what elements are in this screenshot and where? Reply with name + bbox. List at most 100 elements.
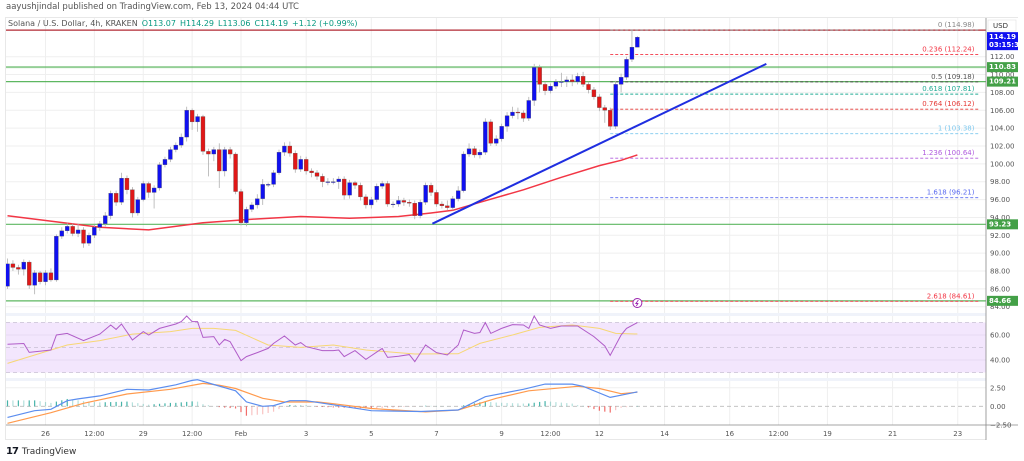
candle-body	[27, 261, 32, 286]
candle-body	[211, 149, 216, 155]
main-pane: 0 (114.98) 0.236 (112.24) 0.5 (109.18) 0.61…	[6, 21, 986, 302]
candle	[227, 146, 233, 159]
candle-body	[445, 205, 450, 208]
candle	[43, 270, 48, 286]
macd-histogram-bar	[484, 401, 486, 407]
candle	[494, 135, 499, 146]
macd-histogram-bar	[72, 399, 74, 407]
time-axis-tick: 12:00	[182, 430, 202, 438]
candle-body	[423, 185, 428, 203]
candle	[92, 224, 97, 238]
footer: 17 TradingView	[6, 446, 76, 457]
level-price-badge	[987, 76, 1018, 87]
candle-body	[320, 176, 325, 182]
macd-histogram-bar	[175, 402, 177, 407]
candle	[10, 260, 16, 272]
candle	[374, 183, 379, 203]
candle-body	[113, 193, 119, 203]
candle-body	[325, 181, 331, 183]
candle	[542, 81, 548, 96]
candle	[564, 76, 569, 88]
last-price-badge-text: 03:15:37	[989, 41, 1024, 49]
candle-body	[537, 67, 542, 85]
candle	[412, 200, 417, 220]
macd-histogram-bar	[511, 403, 514, 407]
trendline	[431, 62, 767, 225]
candle-body	[363, 196, 369, 206]
candle	[135, 196, 140, 216]
candle	[217, 143, 222, 188]
candle-body	[380, 183, 385, 187]
macd-histogram-bar	[577, 405, 579, 407]
candle-body	[255, 198, 260, 206]
macd-histogram-bar	[593, 406, 595, 410]
macd-histogram-bar	[256, 406, 258, 415]
time-axis-tick: 12:00	[540, 430, 560, 438]
candle	[314, 170, 320, 180]
candle-body	[10, 263, 16, 268]
macd-histogram-bar	[539, 401, 541, 407]
candle-body	[227, 149, 233, 155]
symbol-name[interactable]: Solana / U.S. Dollar, 4h, KRAKEN	[8, 19, 138, 28]
candle	[184, 106, 189, 142]
candle-body	[119, 177, 124, 203]
candle	[119, 172, 124, 205]
candle	[151, 185, 157, 209]
candle	[570, 74, 575, 87]
macd-histogram-bar	[218, 406, 220, 408]
candle	[407, 199, 412, 207]
candle	[173, 142, 178, 153]
candle	[450, 196, 455, 211]
candle	[282, 142, 287, 156]
candle	[65, 222, 70, 234]
candle	[249, 202, 255, 213]
macd-histogram-bar	[495, 402, 497, 407]
tradingview-brand[interactable]: TradingView	[21, 446, 77, 457]
macd-histogram-bar	[180, 402, 182, 407]
macd-histogram-bar	[158, 403, 161, 407]
candle-body	[521, 112, 526, 119]
candle	[526, 96, 531, 121]
macd-histogram-bar	[305, 405, 307, 407]
macd-histogram-bar	[582, 405, 584, 407]
candle-body	[75, 229, 81, 234]
macd-histogram-bar	[354, 406, 356, 409]
candle	[146, 181, 151, 198]
level-price-badge-text: 110.83	[989, 63, 1016, 71]
candle-body	[428, 185, 434, 193]
candle	[336, 176, 341, 189]
level-price-badge	[987, 295, 1018, 306]
candle	[548, 83, 553, 94]
candle-body	[439, 203, 445, 206]
currency-button[interactable]	[987, 19, 1017, 32]
candle	[602, 104, 607, 123]
candle-body	[515, 111, 521, 114]
level-price-badge-text: 109.21	[989, 78, 1016, 86]
candle-body	[124, 177, 130, 190]
candle	[580, 71, 586, 88]
fib-level-label: 0 (114.98)	[938, 21, 975, 29]
time-axis-tick: 29	[139, 430, 148, 438]
candle-body	[570, 79, 575, 82]
time-axis-tick: 21	[888, 430, 897, 438]
macd-axis-tick: 2.50	[990, 384, 1006, 392]
candle	[276, 149, 282, 175]
candle	[461, 151, 466, 193]
macd-histogram-bar	[587, 406, 590, 408]
price-axis-tick: 92.00	[990, 232, 1010, 240]
candle	[477, 149, 483, 159]
macd-histogram-bar	[506, 402, 508, 407]
macd-histogram-bar	[321, 406, 324, 407]
candle-body	[309, 170, 314, 173]
candle-body	[494, 138, 499, 144]
tradingview-logo-icon[interactable]: 17	[6, 446, 19, 457]
candle	[86, 232, 92, 247]
pane-separator	[6, 378, 1018, 381]
candle-body	[287, 145, 293, 154]
macd-axis-tick: −2.50	[990, 421, 1011, 429]
macd-histogram-bar	[392, 406, 394, 408]
candle	[27, 260, 32, 289]
macd-histogram-bar	[224, 406, 226, 408]
time-axis-tick: 12:00	[84, 430, 104, 438]
